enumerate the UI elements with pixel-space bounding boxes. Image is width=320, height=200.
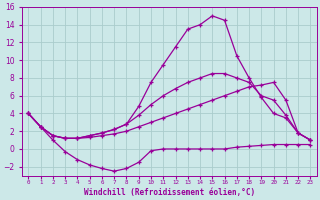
X-axis label: Windchill (Refroidissement éolien,°C): Windchill (Refroidissement éolien,°C) [84, 188, 255, 197]
